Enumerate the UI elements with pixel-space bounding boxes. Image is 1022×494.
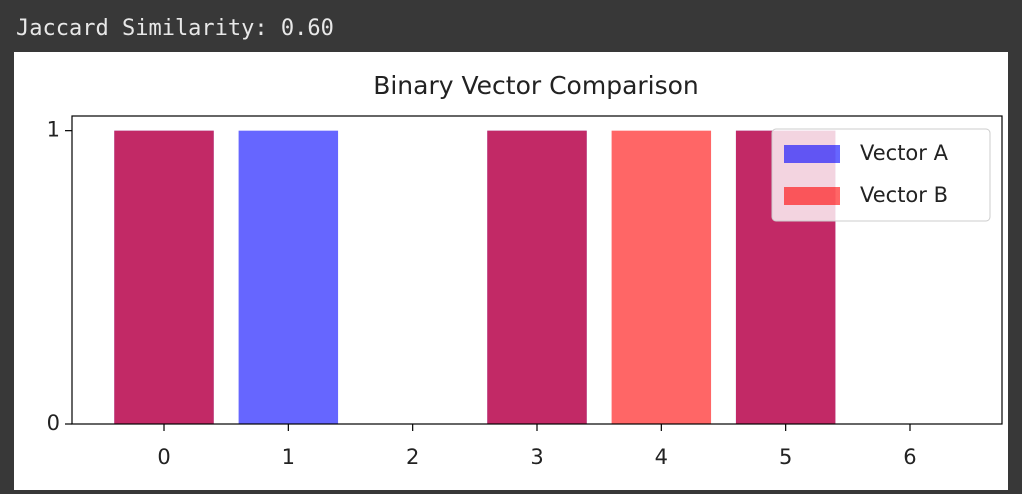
bar xyxy=(114,130,214,424)
x-tick-label: 3 xyxy=(530,445,543,469)
x-tick-label: 0 xyxy=(157,445,170,469)
x-tick-label: 1 xyxy=(282,445,295,469)
y-tick-label: 1 xyxy=(47,118,60,142)
x-tick-label: 2 xyxy=(406,445,419,469)
legend-swatch xyxy=(784,145,840,163)
bar xyxy=(611,130,712,424)
output-text: Jaccard Similarity: 0.60 xyxy=(16,16,334,41)
chart: Binary Vector Comparison 0 1 0 1 2 3 4 5 6 Vector… xyxy=(14,52,1008,490)
bar xyxy=(487,130,587,424)
x-tick-label: 6 xyxy=(903,445,916,469)
legend-label: Vector A xyxy=(860,141,949,165)
bar xyxy=(238,130,339,424)
legend-label: Vector B xyxy=(860,183,948,207)
legend-swatch xyxy=(784,187,840,205)
y-tick-label: 0 xyxy=(47,411,60,435)
x-tick-label: 5 xyxy=(779,445,792,469)
x-tick-label: 4 xyxy=(655,445,668,469)
chart-title: Binary Vector Comparison xyxy=(373,71,699,100)
